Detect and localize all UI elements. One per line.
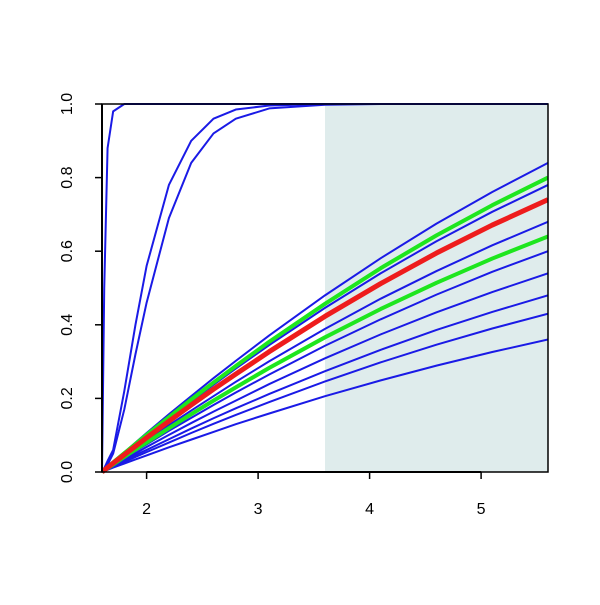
x-tick-label: 5 bbox=[477, 501, 486, 518]
y-tick-label: 0.4 bbox=[59, 314, 76, 336]
y-tick-label: 1.0 bbox=[59, 93, 76, 115]
y-tick-label: 0.8 bbox=[59, 166, 76, 188]
y-tick-label: 0.2 bbox=[59, 387, 76, 409]
y-tick-label: 0.6 bbox=[59, 240, 76, 262]
y-tick-label: 0.0 bbox=[59, 461, 76, 483]
series-line bbox=[102, 338, 548, 473]
shaded-region bbox=[325, 104, 548, 472]
x-tick-label: 4 bbox=[365, 501, 374, 518]
series-line bbox=[102, 197, 548, 474]
x-tick-label: 3 bbox=[254, 501, 263, 518]
x-tick-label: 2 bbox=[142, 501, 151, 518]
